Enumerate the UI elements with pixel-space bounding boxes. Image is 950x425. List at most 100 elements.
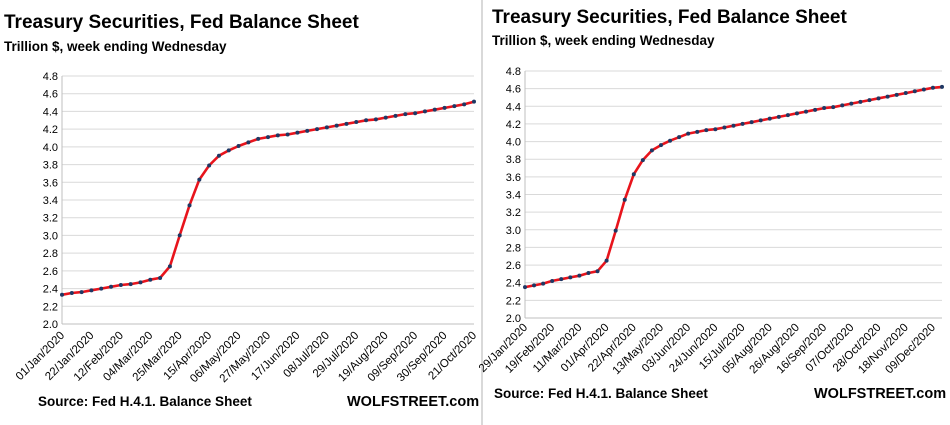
data-point: [785, 113, 790, 118]
data-point: [541, 281, 546, 286]
data-point: [128, 282, 133, 287]
y-tick-label: 3.0: [506, 225, 521, 237]
series-line: [524, 85, 943, 289]
data-point: [452, 104, 457, 109]
y-tick-label: 4.2: [506, 119, 521, 131]
data-point: [393, 113, 398, 118]
data-point: [713, 127, 718, 132]
data-point: [442, 105, 447, 110]
data-point: [822, 106, 827, 111]
chart-subtitle: Trillion $, week ending Wednesday: [492, 33, 715, 48]
data-point: [148, 277, 153, 282]
data-point: [383, 115, 388, 120]
data-point: [613, 228, 618, 233]
data-point: [668, 138, 673, 143]
source-note: Source: Fed H.4.1. Balance Sheet: [494, 386, 708, 401]
data-point: [731, 123, 736, 128]
data-point: [197, 177, 202, 182]
data-point: [334, 123, 339, 128]
data-point: [523, 285, 527, 290]
data-point: [912, 89, 917, 94]
y-tick-label: 3.8: [506, 154, 521, 166]
data-point: [373, 117, 378, 122]
data-point: [649, 148, 654, 153]
chart-panel-right: Treasury Securities, Fed Balance Sheet T…: [477, 0, 950, 425]
y-tick-label: 2.4: [506, 278, 521, 290]
data-point: [767, 116, 772, 121]
data-point: [722, 125, 727, 130]
y-tick-label: 3.4: [506, 190, 521, 202]
y-tick-label: 2.6: [43, 266, 58, 278]
data-point: [472, 99, 476, 104]
data-point: [422, 109, 427, 114]
data-point: [749, 120, 754, 125]
data-point: [867, 98, 872, 103]
chart-panel-left: Treasury Securities, Fed Balance Sheet T…: [4, 12, 480, 410]
data-point: [177, 233, 182, 238]
data-point: [894, 92, 899, 97]
chart-subtitle: Trillion $, week ending Wednesday: [4, 39, 227, 54]
data-point: [226, 148, 231, 153]
data-point: [167, 264, 172, 269]
data-point: [849, 101, 854, 106]
data-point: [631, 172, 636, 177]
data-point: [758, 118, 763, 123]
source-note: Source: Fed H.4.1. Balance Sheet: [38, 394, 252, 409]
y-tick-label: 3.8: [43, 160, 58, 172]
brand-watermark: WOLFSTREET.com: [814, 386, 947, 402]
data-point: [858, 99, 863, 104]
data-point: [69, 291, 74, 295]
y-tick-label: 4.8: [506, 66, 521, 78]
data-point: [677, 135, 682, 140]
data-point: [324, 125, 329, 130]
data-point: [921, 87, 926, 92]
data-point: [138, 280, 143, 285]
data-point: [79, 290, 84, 295]
data-point: [354, 120, 359, 125]
y-tick-label: 4.6: [43, 89, 58, 101]
panel-divider: [481, 0, 483, 425]
data-point: [813, 107, 818, 112]
brand-watermark: WOLFSTREET.com: [347, 394, 480, 410]
data-point: [940, 84, 944, 89]
data-point: [559, 277, 564, 282]
data-point: [776, 114, 781, 119]
data-point: [236, 143, 241, 148]
data-point: [295, 130, 300, 135]
data-point: [930, 85, 935, 90]
data-point: [658, 143, 663, 148]
series-line: [61, 100, 475, 297]
data-point: [704, 128, 709, 133]
line-chart-left: 2.0 2.2 2.4 2.6 2.8 3.0 3.2 3.4 3.6 3.8 4.0 4.2 4.4 4…: [14, 71, 479, 385]
data-point: [695, 129, 700, 134]
chart-title: Treasury Securities, Fed Balance Sheet: [4, 12, 359, 33]
data-point: [60, 292, 64, 297]
y-tick-label: 2.2: [43, 301, 58, 313]
y-tick-label: 2.8: [43, 248, 58, 260]
y-tick-label: 2.8: [506, 242, 521, 254]
data-point: [118, 283, 123, 288]
y-tick-label: 4.2: [43, 124, 58, 136]
data-point: [403, 112, 408, 117]
y-tick-label: 3.2: [43, 213, 58, 225]
y-tick-label: 2.0: [43, 319, 58, 331]
data-point: [413, 111, 418, 116]
data-point: [187, 203, 192, 208]
data-point: [305, 128, 310, 133]
data-point: [840, 103, 845, 108]
data-point: [275, 133, 280, 138]
data-point: [109, 284, 114, 289]
y-tick-label: 3.6: [506, 172, 521, 184]
line-chart-right: 2.0 2.2 2.4 2.6 2.8 3.0 3.2 3.4 3.6 3.8 4.0 4.2 4.4 4…: [477, 66, 944, 377]
y-tick-label: 4.4: [43, 106, 58, 118]
data-point: [568, 275, 573, 280]
data-point: [344, 121, 349, 126]
data-point: [158, 275, 163, 280]
data-point: [432, 107, 437, 112]
y-tick-label: 2.2: [506, 295, 521, 307]
data-point: [462, 102, 467, 107]
y-tick-label: 4.0: [43, 142, 58, 154]
data-point: [686, 131, 691, 136]
data-point: [577, 273, 582, 278]
y-tick-label: 2.4: [43, 284, 58, 296]
